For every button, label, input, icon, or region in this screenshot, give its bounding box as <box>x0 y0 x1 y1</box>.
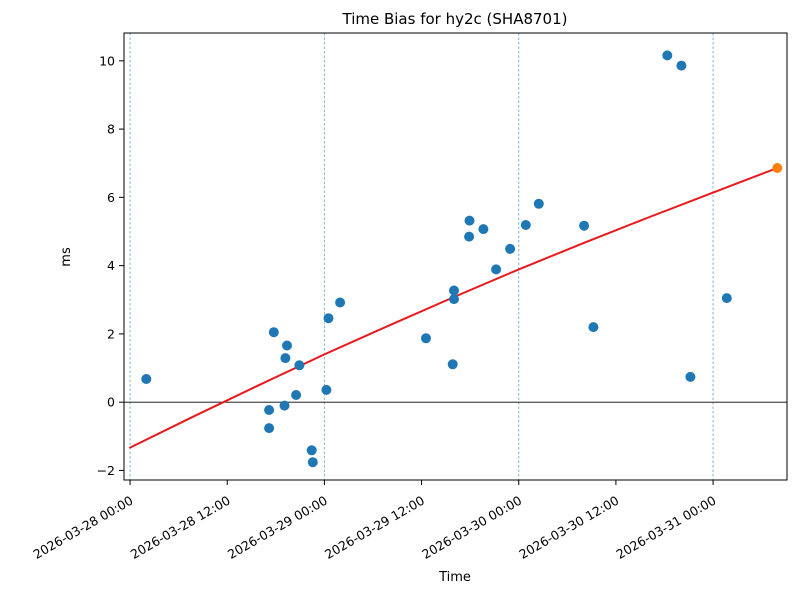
data-point <box>449 285 459 296</box>
data-point <box>662 50 673 61</box>
data-point <box>533 198 544 209</box>
data-point <box>464 215 475 226</box>
data-point <box>676 60 687 71</box>
y-tick-label: 0 <box>107 395 115 410</box>
data-point <box>685 371 696 382</box>
y-tick-label: 8 <box>107 122 115 137</box>
data-point <box>491 264 502 275</box>
data-point <box>520 220 531 230</box>
data-point <box>264 405 275 415</box>
fit-line <box>129 167 779 449</box>
x-tick-label: 2026-03-29 12:00 <box>322 493 427 562</box>
data-point <box>421 333 431 344</box>
chart-title: Time Bias for hy2c (SHA8701) <box>342 10 568 28</box>
x-axis-label: Time <box>438 570 471 585</box>
data-point <box>291 390 302 400</box>
data-point <box>335 297 346 308</box>
data-point <box>307 457 318 468</box>
data-point <box>282 340 292 351</box>
y-tick-label: 10 <box>99 53 115 68</box>
data-point <box>478 224 489 235</box>
data-point <box>588 322 599 333</box>
data-point <box>321 384 332 395</box>
data-point <box>449 294 459 305</box>
data-point <box>323 313 334 324</box>
x-tick-label: 2026-03-30 12:00 <box>516 493 621 562</box>
data-point <box>264 423 275 434</box>
data-point <box>579 220 590 231</box>
prediction-point <box>772 163 783 173</box>
data-point <box>464 231 475 242</box>
data-point <box>306 445 317 456</box>
data-point <box>280 353 291 364</box>
axes-frame <box>123 32 788 481</box>
x-tick-label: 2026-03-28 00:00 <box>31 493 136 562</box>
x-tick-label: 2026-03-30 00:00 <box>419 493 524 562</box>
data-point <box>268 327 279 338</box>
data-point <box>447 359 458 370</box>
data-point <box>141 374 152 384</box>
data-point <box>294 360 305 371</box>
data-point <box>279 400 290 411</box>
y-tick-label: −2 <box>97 463 115 478</box>
x-tick-label: 2026-03-28 12:00 <box>128 493 233 562</box>
x-tick-label: 2026-03-29 00:00 <box>225 493 330 562</box>
x-tick-label: 2026-03-31 00:00 <box>614 493 719 562</box>
y-tick-label: 6 <box>107 190 115 205</box>
y-tick-label: 2 <box>107 326 115 341</box>
data-point <box>505 243 516 254</box>
y-tick-label: 4 <box>107 258 115 273</box>
data-point <box>721 293 732 304</box>
y-axis-label: ms <box>59 247 74 267</box>
